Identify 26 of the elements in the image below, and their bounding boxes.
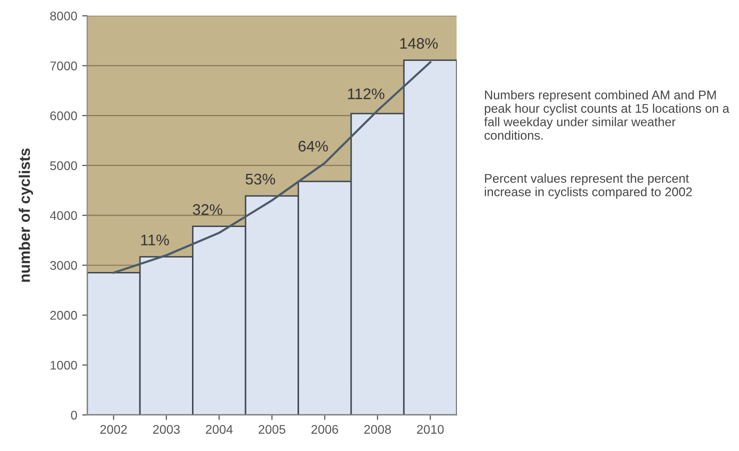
annotation: 112%	[348, 88, 384, 100]
x-tick-label: 2004	[206, 424, 233, 434]
x-tick-label: 2005	[258, 424, 286, 434]
x-tick-label: 2006	[311, 424, 338, 434]
text: Numbers represent combined AM and PM peak hour cyclist counts at 15 locations on a fall weekday under similar weather conditions.	[484, 90, 730, 140]
annotation: 148%	[400, 38, 438, 49]
y-tick-label: 5000	[50, 161, 77, 170]
y-tick-label: 7000	[50, 61, 77, 70]
y-tick-label: 1000	[50, 360, 77, 370]
annotation: 53%	[246, 174, 276, 185]
y-tick-label: 3000	[50, 261, 77, 270]
y-tick-label: 6000	[50, 111, 77, 120]
y-tick-label: 8000	[50, 12, 77, 20]
text: Percent values represent the percent increase in cyclists compared to 2002	[484, 174, 692, 199]
x-tick-label: 2008	[364, 424, 391, 434]
annotation: 64%	[298, 140, 328, 152]
y-tick-label: 2000	[50, 310, 77, 320]
x-tick-label: 2010	[417, 424, 444, 434]
x-tick-label: 2003	[153, 424, 180, 434]
y-tick-label: 0	[71, 410, 77, 420]
line-series	[112, 61, 432, 274]
annotation: 11%	[141, 234, 169, 246]
y-axis-title: number of cyclists	[18, 148, 34, 282]
y-tick-label: 4000	[50, 211, 77, 220]
x-tick-label: 2002	[100, 424, 127, 434]
annotation: 32%	[192, 204, 222, 215]
